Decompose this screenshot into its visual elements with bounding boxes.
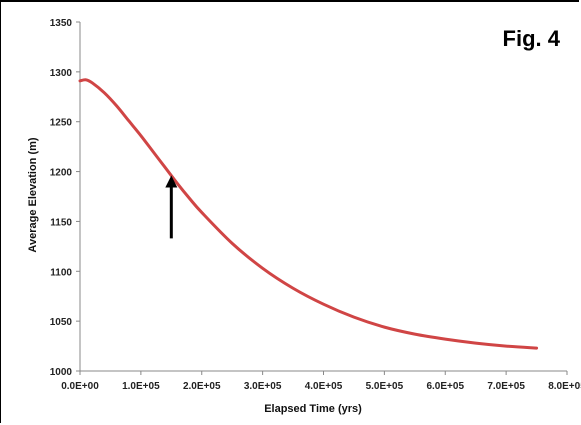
x-axis-title: Elapsed Time (yrs) — [264, 403, 362, 415]
figure-label: Fig. 4 — [503, 26, 561, 51]
y-tick-label: 1100 — [50, 267, 72, 278]
annotation-layer — [165, 175, 178, 239]
x-tick-label: 6.0E+05 — [426, 381, 464, 392]
y-tick-label: 1150 — [50, 217, 72, 228]
y-axis-title: Average Elevation (m) — [27, 137, 39, 252]
y-tick-label: 1250 — [50, 118, 73, 129]
y-tick-label: 1350 — [50, 18, 73, 29]
arrow-annotation — [165, 175, 178, 239]
y-tick-label: 1200 — [50, 168, 73, 179]
x-tick-label: 2.0E+05 — [183, 381, 221, 392]
elevation-series-line — [78, 78, 539, 350]
x-tick-label: 1.0E+05 — [122, 381, 160, 392]
x-tick-label: 3.0E+05 — [244, 381, 282, 392]
arrow-head — [165, 175, 178, 188]
y-tick-label: 1000 — [50, 367, 73, 378]
x-tick-label: 0.0E+00 — [61, 381, 99, 392]
series-layer — [78, 78, 539, 350]
x-tick-label: 7.0E+05 — [487, 381, 525, 392]
x-axis-ticks: 0.0E+00 1.0E+05 2.0E+05 3.0E+05 4.0E+05 5.0E+… — [61, 371, 581, 392]
x-tick-label: 8.0E+05 — [548, 381, 581, 392]
x-tick-label: 4.0E+05 — [305, 381, 343, 392]
x-tick-label: 5.0E+05 — [366, 381, 404, 392]
plot-area: 0.0E+00 1.0E+05 2.0E+05 3.0E+05 4.0E+05 5.0E+… — [50, 18, 581, 392]
y-axis-ticks: 1000 1050 1100 1150 1200 1250 1300 1350 — [50, 18, 80, 378]
y-tick-label: 1300 — [50, 68, 73, 79]
y-tick-label: 1050 — [50, 317, 73, 328]
